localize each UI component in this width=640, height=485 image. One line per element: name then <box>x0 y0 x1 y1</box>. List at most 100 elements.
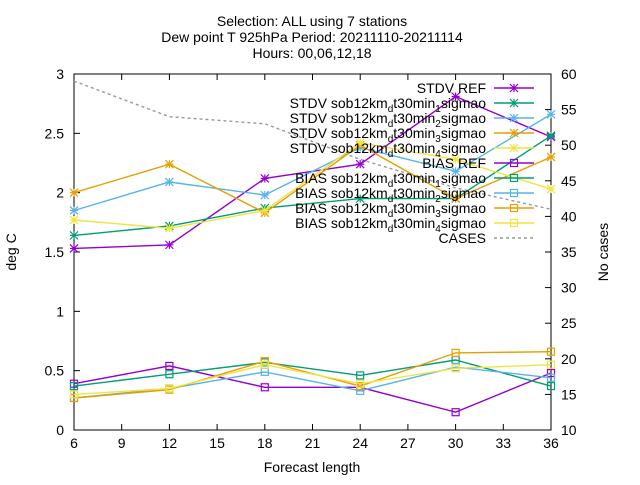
legend-marker <box>509 158 519 168</box>
data-point <box>546 360 556 369</box>
data-point <box>69 215 79 225</box>
y2-tick-label: 35 <box>561 244 577 260</box>
data-point-d2 <box>260 174 270 183</box>
data-point-d2 <box>451 155 461 164</box>
x-tick-label: 33 <box>496 435 512 451</box>
y2-tick-label: 10 <box>561 422 577 438</box>
y-tick-label: 1 <box>56 303 64 319</box>
data-point <box>546 373 556 382</box>
data-point-d2 <box>164 177 174 187</box>
data-point-d2 <box>260 190 270 200</box>
data-point <box>451 166 461 176</box>
legend-marker <box>509 83 519 93</box>
data-point-d2 <box>164 223 174 233</box>
data-point-d2 <box>355 138 365 148</box>
legend-marker <box>509 188 519 198</box>
x-tick-label: 27 <box>400 435 416 451</box>
legend-marker <box>509 128 519 138</box>
legend-marker-d2 <box>509 98 519 108</box>
data-point <box>69 381 79 391</box>
data-point <box>165 370 174 379</box>
data-point <box>546 347 556 356</box>
x-tick-label: 36 <box>543 435 559 451</box>
data-point <box>451 348 460 357</box>
series-line <box>73 144 552 214</box>
series-line <box>73 365 552 413</box>
data-point-d2 <box>69 244 79 253</box>
data-point <box>546 152 556 162</box>
y2-tick-label: 30 <box>561 280 577 296</box>
legend-marker-d2 <box>509 83 519 93</box>
data-point <box>451 194 461 204</box>
data-point <box>356 371 365 380</box>
y2-tick-label: 45 <box>561 173 577 189</box>
data-point <box>69 390 79 399</box>
data-point <box>260 206 270 215</box>
y-axis-label: deg C <box>3 233 19 270</box>
x-tick-label: 21 <box>305 435 321 451</box>
data-point-d2 <box>260 206 270 215</box>
y-tick-label: 0.5 <box>45 363 65 379</box>
data-point <box>165 361 174 371</box>
y2-tick-label: 60 <box>561 66 577 82</box>
legend-marker-d2 <box>509 113 519 123</box>
data-point-d2 <box>69 206 79 215</box>
data-point <box>69 188 79 198</box>
x-tick-label: 15 <box>209 435 225 451</box>
legend-marker <box>509 203 519 213</box>
data-point <box>546 131 556 141</box>
y2-tick-label: 40 <box>561 208 577 224</box>
x-tick-label: 30 <box>448 435 464 451</box>
x-tick-label: 24 <box>352 435 368 451</box>
y2-tick-label: 25 <box>561 315 577 331</box>
axis-ticks: 6 9 12 15 18 21 24 27 30 33 36 0 0.5 1 1.5 2 2.5 3 10 15 20 2… <box>45 66 577 451</box>
data-point-d2 <box>451 194 461 204</box>
legend-label: BIAS REF <box>422 155 486 171</box>
y-tick-label: 0 <box>56 422 64 438</box>
series-9 <box>69 360 556 399</box>
data-point-d2 <box>69 215 79 225</box>
data-point <box>164 177 174 187</box>
x-axis-label: Forecast length <box>264 459 361 475</box>
title-line-3: Hours: 00,06,12,18 <box>252 45 371 61</box>
data-point <box>355 138 365 148</box>
data-point <box>355 194 365 204</box>
data-point <box>451 155 461 164</box>
legend-label: BIAS sob12kmdt30min3sigmao <box>295 200 486 220</box>
data-point <box>546 381 556 391</box>
data-point <box>260 383 269 392</box>
y-tick-label: 1.5 <box>45 244 65 260</box>
legend-marker <box>509 98 519 108</box>
data-point <box>69 230 79 240</box>
series-layer <box>69 80 556 417</box>
data-point <box>355 159 365 169</box>
data-point <box>356 379 365 388</box>
data-point <box>260 190 270 200</box>
data-point <box>164 240 174 250</box>
title-line-2: Dew point T 925hPa Period: 20211110-2021… <box>161 29 463 45</box>
series-line <box>73 142 552 230</box>
legend-label: STDV sob12kmdt30min1sigmao <box>290 95 487 115</box>
data-point-d2 <box>69 230 79 240</box>
legend-label: BIAS sob12kmdt30min2sigmao <box>295 185 486 205</box>
legend-label: STDV sob12kmdt30min2sigmao <box>290 110 487 130</box>
x-tick-label: 18 <box>257 435 273 451</box>
data-point-d2 <box>546 131 556 141</box>
legend-label: CASES <box>439 230 486 246</box>
data-point-d2 <box>69 188 79 198</box>
series-4 <box>69 138 556 233</box>
data-point <box>260 174 270 183</box>
data-point-d2 <box>164 240 174 250</box>
data-point <box>546 184 556 194</box>
chart-title: Selection: ALL using 7 stations Dew poin… <box>161 13 463 61</box>
legend-marker <box>509 173 519 183</box>
title-line-1: Selection: ALL using 7 stations <box>217 13 407 29</box>
legend-marker-d2 <box>509 143 519 153</box>
legend-marker <box>509 113 519 123</box>
x-tick-label: 9 <box>118 435 126 451</box>
x-tick-label: 6 <box>70 435 78 451</box>
series-line <box>73 363 552 396</box>
